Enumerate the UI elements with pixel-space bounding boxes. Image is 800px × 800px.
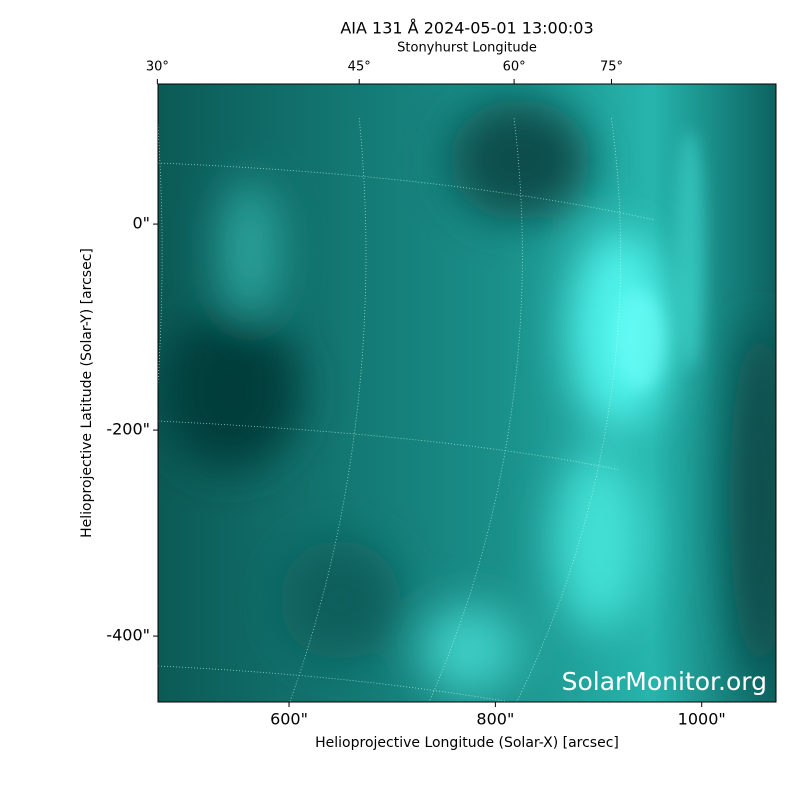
x2-tick-label: 30° xyxy=(146,60,169,75)
x-axis-label: Helioprojective Longitude (Solar-X) [arc… xyxy=(315,735,619,751)
grid-line xyxy=(289,118,367,702)
x-tick-label: 600" xyxy=(270,710,308,729)
x-tick-label: 1000" xyxy=(678,710,726,729)
plot-frame xyxy=(157,83,777,703)
x2-tick-label: 75° xyxy=(600,60,623,75)
y-tick-label: 0" xyxy=(132,214,150,233)
x-tick-label: 800" xyxy=(476,710,514,729)
latitude-grid xyxy=(158,162,656,702)
grid-line xyxy=(428,118,523,702)
y-tick-label: -400" xyxy=(106,626,150,645)
y-axis-label: Helioprojective Latitude (Solar-Y) [arcs… xyxy=(79,248,95,538)
top-axis-label: Stonyhurst Longitude xyxy=(397,41,537,56)
chart-title: AIA 131 Å 2024-05-01 13:00:03 xyxy=(340,19,593,38)
x2-tick-label: 60° xyxy=(503,60,526,75)
grid-line xyxy=(516,118,622,702)
y-tick-label: -200" xyxy=(106,420,150,439)
watermark: SolarMonitor.org xyxy=(562,667,767,696)
longitude-grid xyxy=(158,118,622,702)
solar-image xyxy=(158,84,776,702)
grid-line xyxy=(158,122,163,388)
x2-tick-label: 45° xyxy=(348,60,371,75)
